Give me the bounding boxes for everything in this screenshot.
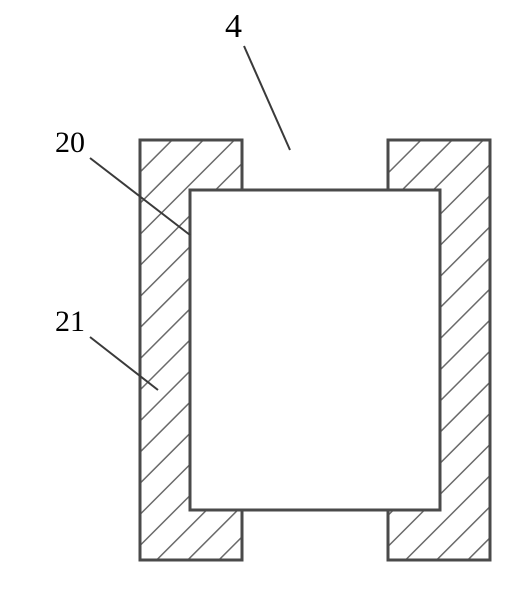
label-21: 21	[55, 305, 85, 339]
label-4: 4	[225, 8, 242, 46]
label-20: 20	[55, 126, 85, 160]
section-outlines	[140, 140, 490, 560]
diagram-canvas	[0, 0, 528, 592]
